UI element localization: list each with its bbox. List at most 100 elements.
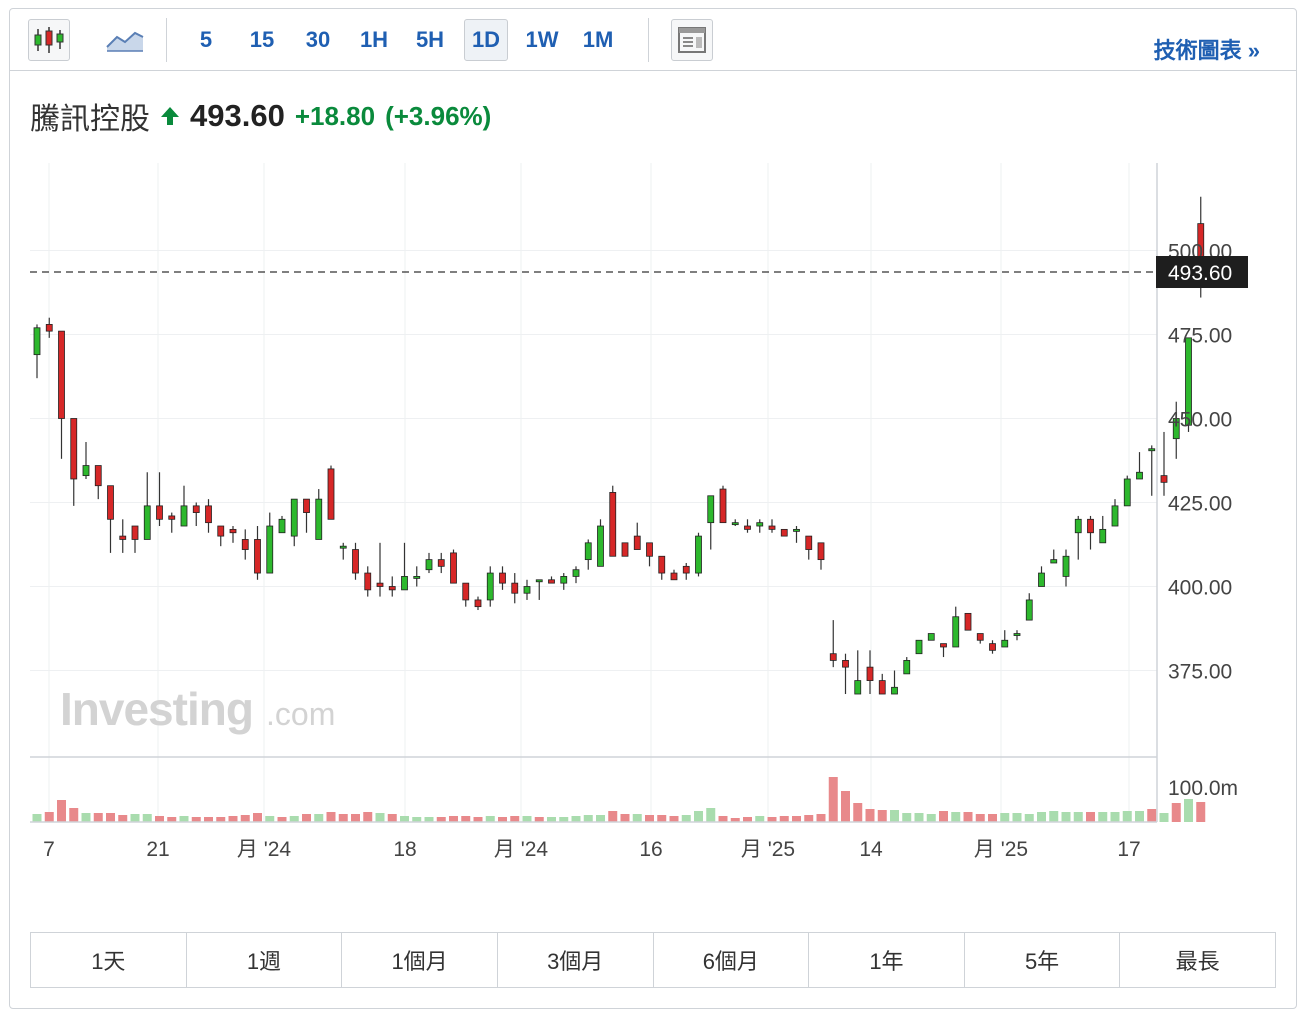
candle	[719, 485, 727, 524]
range-selector: 1天 1週 1個月 3個月 6個月 1年 5年 最長	[30, 932, 1276, 988]
candle-body	[548, 579, 555, 584]
volume-bars	[32, 777, 1206, 822]
volume-bar	[191, 817, 201, 822]
candle	[1074, 515, 1082, 560]
range-3m[interactable]: 3個月	[498, 933, 654, 987]
candle	[229, 526, 237, 543]
area-chart-type-button[interactable]	[100, 19, 150, 61]
quote-header: 騰訊控股 493.60 +18.80 (+3.96%)	[30, 94, 491, 138]
price-change: +18.80	[294, 100, 376, 131]
volume-bar	[265, 816, 275, 822]
candle	[891, 670, 898, 695]
x-tick-label: 月 '24	[237, 838, 292, 861]
chart-axes: 500.00475.00450.00425.00400.00375.00100.…	[30, 163, 1238, 861]
candle-body	[621, 542, 629, 557]
candle-body	[1111, 505, 1119, 527]
volume-bar	[142, 814, 152, 822]
candle-body	[633, 535, 641, 550]
candle	[376, 542, 384, 597]
candle	[254, 526, 261, 580]
timeframe-5[interactable]: 5	[199, 27, 213, 52]
volume-tick-label: 100.0m	[1168, 777, 1238, 800]
candle-body	[1148, 448, 1156, 452]
candle-body	[143, 505, 151, 540]
chart-layout-button[interactable]	[671, 19, 713, 61]
timeframe-1d[interactable]: 1D	[464, 19, 508, 61]
volume-bar	[485, 816, 495, 822]
candle-body	[352, 549, 359, 574]
volume-bar	[167, 817, 177, 822]
candle-body	[597, 525, 604, 567]
candle	[58, 330, 65, 459]
price-chart[interactable]: Investing .com 500.00475.00450.00425.004…	[0, 0, 1305, 900]
volume-bar	[1024, 814, 1034, 822]
candle-body	[388, 586, 396, 591]
timeframe-1m[interactable]: 1M	[582, 27, 614, 52]
volume-bar	[828, 777, 838, 822]
timeframe-30[interactable]: 30	[305, 27, 331, 52]
timeframe-15[interactable]: 15	[249, 27, 275, 52]
candle-body	[339, 545, 347, 549]
candle	[854, 650, 862, 695]
chart-widget-frame	[9, 8, 1297, 1009]
candle	[670, 569, 678, 581]
candle	[168, 512, 176, 533]
candle	[143, 472, 151, 540]
timeframe-1h[interactable]: 1H	[359, 27, 389, 52]
candle	[829, 620, 837, 668]
volume-bar	[1110, 812, 1120, 822]
volume-bar	[44, 812, 54, 822]
range-1y[interactable]: 1年	[809, 933, 965, 987]
toolbar-divider	[648, 18, 649, 62]
range-1w[interactable]: 1週	[187, 933, 343, 987]
volume-bar	[216, 817, 226, 822]
volume-bar	[1159, 813, 1169, 822]
candle	[1087, 515, 1094, 550]
volume-bar	[792, 816, 801, 822]
volume-bar	[204, 817, 213, 822]
candle	[548, 576, 555, 584]
y-tick-label: 475.00	[1168, 325, 1232, 348]
timeframe-1w[interactable]: 1W	[525, 27, 559, 52]
range-1m[interactable]: 1個月	[342, 933, 498, 987]
candle	[756, 519, 764, 533]
timeframe-5h[interactable]: 5H	[415, 27, 445, 52]
candle-body	[682, 565, 690, 574]
range-1d[interactable]: 1天	[31, 933, 187, 987]
y-tick-label: 375.00	[1168, 661, 1232, 684]
range-5y[interactable]: 5年	[965, 933, 1121, 987]
candle-body	[903, 660, 911, 675]
candle	[866, 650, 874, 695]
range-6m[interactable]: 6個月	[654, 933, 810, 987]
volume-bar	[1147, 809, 1157, 822]
candle-body	[768, 525, 776, 530]
candle-body	[866, 666, 874, 681]
candle	[474, 596, 482, 611]
volume-bar	[106, 813, 115, 822]
volume-bar	[69, 808, 79, 822]
candle	[633, 522, 641, 550]
candle	[572, 566, 580, 584]
candle	[1025, 593, 1033, 621]
volume-bar	[400, 816, 409, 822]
volume-bar	[914, 813, 924, 822]
candlestick-chart-type-button[interactable]	[28, 19, 70, 61]
candle-body	[254, 539, 261, 574]
candle	[1001, 630, 1009, 648]
volume-bar	[1037, 812, 1046, 822]
volume-bar	[963, 812, 973, 822]
candle	[744, 519, 751, 533]
range-max[interactable]: 最長	[1175, 949, 1220, 974]
candle-body	[1050, 559, 1058, 564]
volume-bar	[1049, 811, 1059, 822]
candle-body	[695, 535, 702, 574]
technical-chart-link[interactable]: 技術圖表 »	[1153, 38, 1260, 63]
volume-bar	[118, 815, 128, 822]
volume-bar	[694, 811, 703, 822]
candle	[107, 485, 114, 553]
candle	[45, 317, 53, 338]
candle-body	[303, 498, 310, 513]
candle	[1185, 337, 1192, 432]
candle	[499, 566, 506, 590]
volume-bar	[424, 817, 434, 822]
